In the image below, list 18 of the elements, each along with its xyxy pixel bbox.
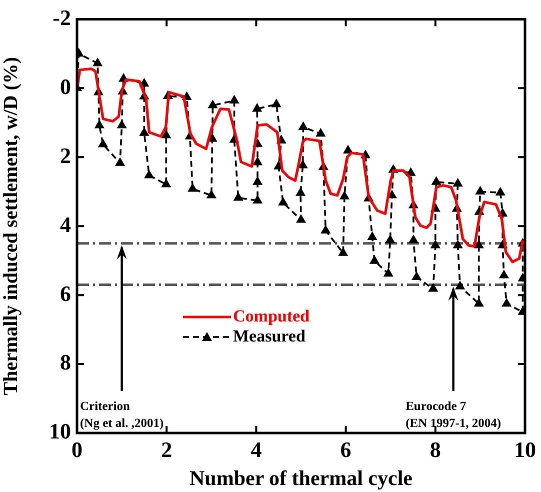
annotation: Eurocode 7 (EN 1997-1, 2004) <box>406 399 502 430</box>
x-tick-label: 8 <box>430 436 441 462</box>
y-tick-label: 0 <box>60 74 71 99</box>
y-tick-label: -2 <box>52 4 71 30</box>
x-axis-title: Number of thermal cycle <box>190 466 412 490</box>
legend-label: Measured <box>233 326 306 346</box>
x-tick-label: 6 <box>340 436 352 462</box>
y-tick-label: 4 <box>60 212 71 237</box>
y-tick-label: 10 <box>49 418 71 444</box>
x-tick-label: 2 <box>161 436 172 462</box>
y-tick-label: 2 <box>60 142 71 168</box>
y-tick-label: 8 <box>60 350 71 375</box>
y-tick-label: 6 <box>60 280 71 306</box>
annotation: Criterion (Ng et al. ,2001) <box>80 399 164 430</box>
x-tick-label: 4 <box>250 436 262 462</box>
legend-label: Computed <box>233 306 310 326</box>
x-tick-label: 10 <box>514 436 536 462</box>
y-axis-title: Thermally induced settlement, w/D (%) <box>0 56 22 396</box>
